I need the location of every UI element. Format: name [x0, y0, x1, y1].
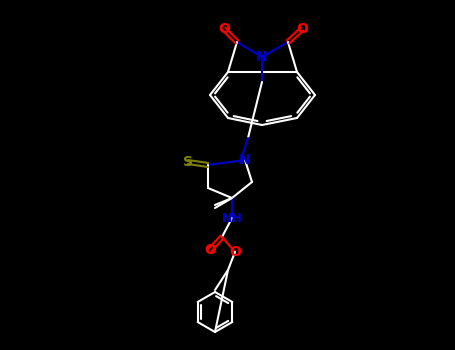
Text: O: O — [296, 22, 308, 36]
Text: O: O — [204, 243, 216, 257]
Text: N: N — [256, 50, 268, 64]
Text: S: S — [183, 155, 193, 169]
Text: NH: NH — [222, 211, 243, 224]
Text: O: O — [229, 245, 241, 259]
Text: N: N — [239, 153, 251, 167]
Text: O: O — [218, 22, 230, 36]
